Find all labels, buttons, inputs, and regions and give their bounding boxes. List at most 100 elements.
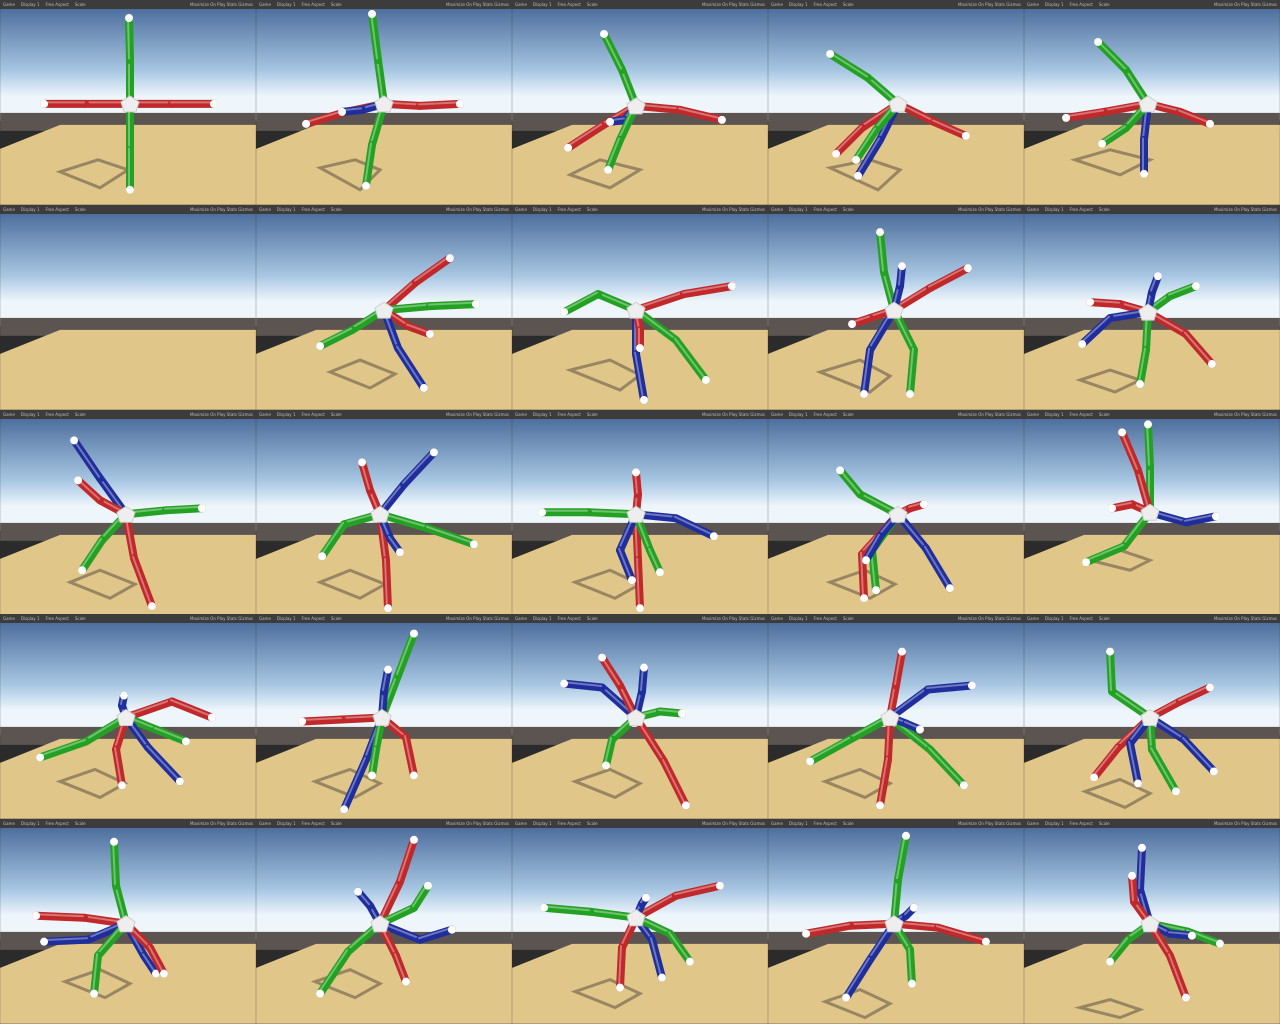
toolbar-right-options[interactable]: Maximize On Play Stats Gizmos (445, 821, 509, 827)
display-dropdown[interactable]: Display 1 (20, 2, 40, 7)
toolbar-right-options[interactable]: Maximize On Play Stats Gizmos (189, 411, 253, 417)
display-dropdown[interactable]: Display 1 (788, 616, 808, 622)
display-dropdown[interactable]: Display 1 (788, 411, 808, 417)
aspect-dropdown[interactable]: Free Aspect (813, 616, 837, 622)
game-tab[interactable]: Game (259, 616, 271, 622)
game-view-panel-15[interactable]: Game Display 1 Free Aspect Scale Maximiz… (1024, 409, 1280, 615)
toolbar-right-options[interactable]: Maximize On Play Stats Gizmos (189, 821, 253, 827)
toolbar-right-options[interactable]: Maximize On Play Stats Gizmos (957, 2, 1021, 7)
game-view-panel-21[interactable]: Game Display 1 Free Aspect Scale Maximiz… (0, 819, 256, 1024)
game-tab[interactable]: Game (771, 2, 783, 7)
display-dropdown[interactable]: Display 1 (20, 821, 40, 827)
display-dropdown[interactable]: Display 1 (20, 616, 40, 622)
aspect-dropdown[interactable]: Free Aspect (45, 2, 69, 7)
game-view-panel-3[interactable]: Game Display 1 Free Aspect Scale Maximiz… (512, 0, 768, 205)
aspect-dropdown[interactable]: Free Aspect (1069, 616, 1093, 622)
game-tab[interactable]: Game (1027, 616, 1039, 622)
game-view-panel-7[interactable]: Game Display 1 Free Aspect Scale Maximiz… (256, 204, 512, 410)
aspect-dropdown[interactable]: Free Aspect (813, 206, 837, 212)
display-dropdown[interactable]: Display 1 (788, 2, 808, 7)
game-view-panel-9[interactable]: Game Display 1 Free Aspect Scale Maximiz… (768, 204, 1024, 410)
game-view-panel-5[interactable]: Game Display 1 Free Aspect Scale Maximiz… (1024, 0, 1280, 205)
game-tab[interactable]: Game (259, 411, 271, 417)
aspect-dropdown[interactable]: Free Aspect (45, 821, 69, 827)
game-tab[interactable]: Game (771, 616, 783, 622)
game-tab[interactable]: Game (3, 821, 15, 827)
game-view-panel-18[interactable]: Game Display 1 Free Aspect Scale Maximiz… (512, 614, 768, 820)
display-dropdown[interactable]: Display 1 (532, 821, 552, 827)
display-dropdown[interactable]: Display 1 (788, 821, 808, 827)
aspect-dropdown[interactable]: Free Aspect (45, 206, 69, 212)
game-tab[interactable]: Game (515, 206, 527, 212)
display-dropdown[interactable]: Display 1 (276, 411, 296, 417)
game-view-panel-12[interactable]: Game Display 1 Free Aspect Scale Maximiz… (256, 409, 512, 615)
toolbar-right-options[interactable]: Maximize On Play Stats Gizmos (701, 821, 765, 827)
display-dropdown[interactable]: Display 1 (1044, 2, 1064, 7)
toolbar-right-options[interactable]: Maximize On Play Stats Gizmos (189, 206, 253, 212)
toolbar-right-options[interactable]: Maximize On Play Stats Gizmos (445, 616, 509, 622)
game-view-panel-16[interactable]: Game Display 1 Free Aspect Scale Maximiz… (0, 614, 256, 820)
aspect-dropdown[interactable]: Free Aspect (1069, 2, 1093, 7)
display-dropdown[interactable]: Display 1 (1044, 821, 1064, 827)
game-view-panel-4[interactable]: Game Display 1 Free Aspect Scale Maximiz… (768, 0, 1024, 205)
toolbar-right-options[interactable]: Maximize On Play Stats Gizmos (701, 206, 765, 212)
display-dropdown[interactable]: Display 1 (276, 206, 296, 212)
display-dropdown[interactable]: Display 1 (788, 206, 808, 212)
game-tab[interactable]: Game (515, 2, 527, 7)
aspect-dropdown[interactable]: Free Aspect (557, 206, 581, 212)
toolbar-right-options[interactable]: Maximize On Play Stats Gizmos (445, 411, 509, 417)
display-dropdown[interactable]: Display 1 (20, 206, 40, 212)
game-tab[interactable]: Game (259, 206, 271, 212)
aspect-dropdown[interactable]: Free Aspect (45, 616, 69, 622)
game-view-panel-8[interactable]: Game Display 1 Free Aspect Scale Maximiz… (512, 204, 768, 410)
game-tab[interactable]: Game (259, 821, 271, 827)
aspect-dropdown[interactable]: Free Aspect (45, 411, 69, 417)
toolbar-right-options[interactable]: Maximize On Play Stats Gizmos (189, 616, 253, 622)
aspect-dropdown[interactable]: Free Aspect (301, 206, 325, 212)
game-tab[interactable]: Game (771, 206, 783, 212)
aspect-dropdown[interactable]: Free Aspect (813, 2, 837, 7)
game-view-panel-25[interactable]: Game Display 1 Free Aspect Scale Maximiz… (1024, 819, 1280, 1024)
game-view-panel-14[interactable]: Game Display 1 Free Aspect Scale Maximiz… (768, 409, 1024, 615)
game-view-panel-20[interactable]: Game Display 1 Free Aspect Scale Maximiz… (1024, 614, 1280, 820)
aspect-dropdown[interactable]: Free Aspect (301, 821, 325, 827)
game-view-panel-17[interactable]: Game Display 1 Free Aspect Scale Maximiz… (256, 614, 512, 820)
game-view-panel-13[interactable]: Game Display 1 Free Aspect Scale Maximiz… (512, 409, 768, 615)
toolbar-right-options[interactable]: Maximize On Play Stats Gizmos (957, 616, 1021, 622)
aspect-dropdown[interactable]: Free Aspect (1069, 821, 1093, 827)
game-tab[interactable]: Game (515, 821, 527, 827)
game-tab[interactable]: Game (771, 821, 783, 827)
display-dropdown[interactable]: Display 1 (532, 616, 552, 622)
game-tab[interactable]: Game (3, 2, 15, 7)
aspect-dropdown[interactable]: Free Aspect (557, 2, 581, 7)
toolbar-right-options[interactable]: Maximize On Play Stats Gizmos (445, 2, 509, 7)
toolbar-right-options[interactable]: Maximize On Play Stats Gizmos (957, 821, 1021, 827)
display-dropdown[interactable]: Display 1 (276, 616, 296, 622)
game-view-panel-6[interactable]: Game Display 1 Free Aspect Scale Maximiz… (0, 204, 256, 410)
game-tab[interactable]: Game (3, 411, 15, 417)
game-tab[interactable]: Game (259, 2, 271, 7)
toolbar-right-options[interactable]: Maximize On Play Stats Gizmos (957, 206, 1021, 212)
toolbar-right-options[interactable]: Maximize On Play Stats Gizmos (701, 616, 765, 622)
aspect-dropdown[interactable]: Free Aspect (301, 411, 325, 417)
aspect-dropdown[interactable]: Free Aspect (1069, 206, 1093, 212)
game-view-panel-24[interactable]: Game Display 1 Free Aspect Scale Maximiz… (768, 819, 1024, 1024)
game-tab[interactable]: Game (1027, 821, 1039, 827)
toolbar-right-options[interactable]: Maximize On Play Stats Gizmos (957, 411, 1021, 417)
game-view-panel-10[interactable]: Game Display 1 Free Aspect Scale Maximiz… (1024, 204, 1280, 410)
game-view-panel-19[interactable]: Game Display 1 Free Aspect Scale Maximiz… (768, 614, 1024, 820)
display-dropdown[interactable]: Display 1 (1044, 411, 1064, 417)
game-view-panel-2[interactable]: Game Display 1 Free Aspect Scale Maximiz… (256, 0, 512, 205)
toolbar-right-options[interactable]: Maximize On Play Stats Gizmos (1213, 2, 1277, 7)
toolbar-right-options[interactable]: Maximize On Play Stats Gizmos (1213, 616, 1277, 622)
display-dropdown[interactable]: Display 1 (1044, 206, 1064, 212)
aspect-dropdown[interactable]: Free Aspect (557, 411, 581, 417)
game-view-panel-11[interactable]: Game Display 1 Free Aspect Scale Maximiz… (0, 409, 256, 615)
toolbar-right-options[interactable]: Maximize On Play Stats Gizmos (1213, 206, 1277, 212)
toolbar-right-options[interactable]: Maximize On Play Stats Gizmos (445, 206, 509, 212)
game-tab[interactable]: Game (1027, 2, 1039, 7)
game-tab[interactable]: Game (515, 411, 527, 417)
display-dropdown[interactable]: Display 1 (1044, 616, 1064, 622)
display-dropdown[interactable]: Display 1 (20, 411, 40, 417)
aspect-dropdown[interactable]: Free Aspect (557, 821, 581, 827)
